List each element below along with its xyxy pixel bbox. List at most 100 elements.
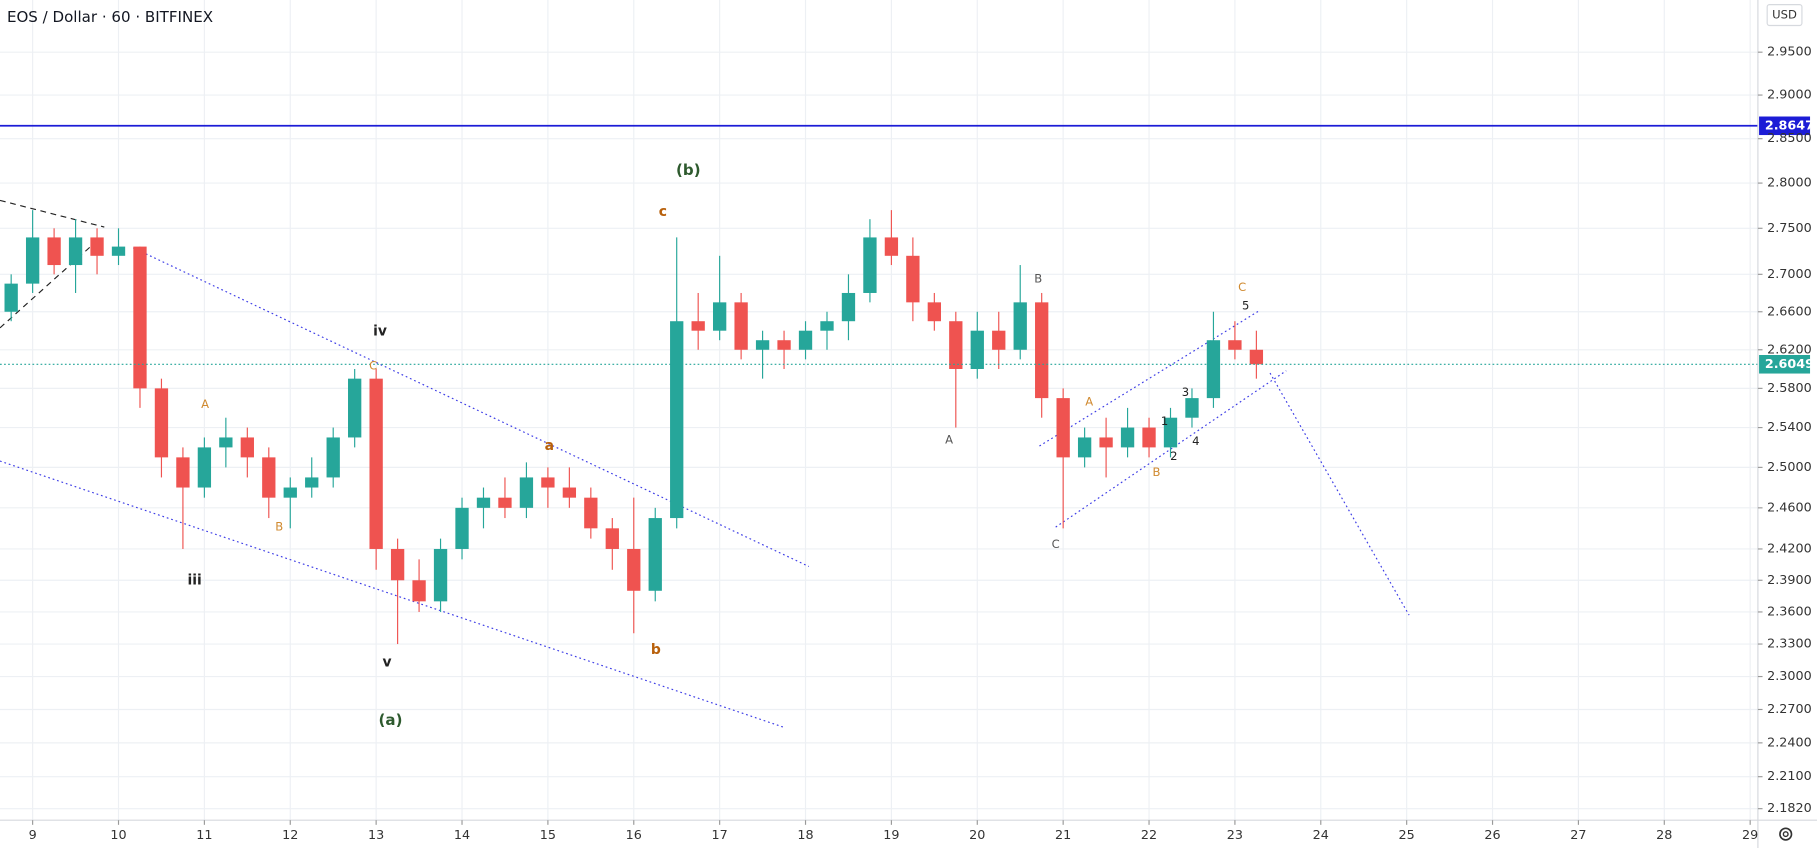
candle-body [562, 487, 577, 498]
x-tick-label: 13 [368, 828, 384, 843]
wave-label: c [659, 204, 667, 220]
candle-body [863, 237, 877, 293]
price-label: 2.8647 [1765, 118, 1814, 133]
wave-label: b [651, 642, 661, 658]
x-tick-label: 28 [1656, 828, 1672, 843]
trend-line [0, 199, 105, 228]
wave-label: 2 [1170, 449, 1177, 463]
price-label-box [1759, 116, 1811, 136]
candle-body [305, 477, 319, 488]
wave-label: C [369, 359, 377, 373]
y-tick-label: 2.7500 [1767, 221, 1812, 236]
candle-body [1163, 417, 1178, 448]
candle-body [1185, 398, 1199, 418]
y-tick-label: 2.3600 [1767, 604, 1812, 619]
y-tick-label: 2.3900 [1767, 573, 1812, 588]
candle-body [219, 437, 233, 448]
candle-body [133, 246, 147, 389]
candle-body [970, 330, 984, 369]
x-tick-label: 19 [883, 828, 899, 843]
candle-body [283, 487, 297, 498]
x-tick-label: 12 [282, 828, 298, 843]
grid [0, 0, 1758, 821]
x-tick-label: 24 [1313, 828, 1329, 843]
y-tick-label: 2.1820 [1767, 801, 1812, 816]
wave-label: v [383, 655, 392, 671]
y-tick-label: 2.8500 [1767, 131, 1812, 146]
settings-icon[interactable] [1779, 827, 1793, 841]
x-tick-label: 15 [540, 828, 556, 843]
y-tick-label: 2.5000 [1767, 460, 1812, 475]
x-tick-label: 17 [712, 828, 728, 843]
candle-body [841, 292, 856, 322]
candle-body [1142, 427, 1156, 448]
wave-label: 5 [1242, 298, 1249, 312]
x-tick-label: 10 [110, 828, 126, 843]
candle-body [369, 378, 383, 549]
x-tick-label: 26 [1484, 828, 1500, 843]
x-tick-label: 23 [1227, 828, 1243, 843]
y-tick-label: 2.7000 [1767, 267, 1812, 282]
y-tick-label: 2.9000 [1767, 88, 1812, 103]
candle-body [68, 237, 83, 266]
x-tick-label: 20 [969, 828, 985, 843]
candle-body [25, 237, 40, 284]
gear-hub [1782, 831, 1789, 838]
candle-body [820, 321, 834, 331]
y-tick-label: 2.3000 [1767, 669, 1812, 684]
candle-body [605, 528, 619, 549]
candle-body [176, 457, 190, 488]
candle-body [197, 447, 212, 488]
candle-body [1077, 437, 1092, 458]
wave-label: (a) [379, 711, 403, 729]
y-tick-label: 2.5800 [1767, 381, 1812, 396]
candle-body [455, 507, 469, 549]
candles [4, 210, 1264, 645]
candle-body [648, 518, 662, 591]
wave-label: 3 [1182, 385, 1189, 399]
wave-label: B [1153, 465, 1161, 479]
candle-body [498, 497, 512, 508]
candle-body [798, 330, 813, 350]
wave-label: A [201, 397, 209, 411]
price-label: 2.6049 [1765, 357, 1814, 372]
price-lines: 2.8647 2.6049 [0, 116, 1814, 374]
wave-label: B [275, 520, 283, 534]
candle-body [1013, 302, 1027, 350]
candle-body [1249, 349, 1264, 365]
wave-label: iv [373, 323, 387, 339]
candle-body [519, 477, 534, 508]
y-tick-label: 2.3300 [1767, 637, 1812, 652]
x-tick-label: 27 [1570, 828, 1586, 843]
chart-title: EOS / Dollar · 60 · BITFINEX [7, 8, 213, 26]
trend-line [1039, 309, 1260, 447]
candle-body [1120, 427, 1135, 448]
candle-body [47, 237, 61, 266]
wave-label: (b) [676, 161, 701, 179]
candle-body [670, 321, 684, 519]
candle-body [884, 237, 899, 256]
candle-body [1228, 340, 1242, 350]
x-tick-label: 29 [1742, 828, 1758, 843]
x-tick-label: 14 [454, 828, 470, 843]
x-tick-label: 16 [626, 828, 642, 843]
wave-label: 4 [1192, 434, 1199, 448]
candle-body [777, 340, 791, 350]
candle-body [4, 283, 18, 312]
x-tick-label: 9 [29, 828, 37, 843]
wave-label: C [1052, 537, 1060, 551]
candle-body [262, 457, 276, 498]
candle-body [627, 548, 641, 591]
x-tick-label: 18 [797, 828, 813, 843]
candle-body [240, 437, 254, 458]
candle-body [906, 255, 920, 303]
candle-body [412, 580, 426, 602]
wave-label: iii [188, 572, 202, 588]
wave-label: 1 [1161, 414, 1168, 428]
y-tick-label: 2.6600 [1767, 304, 1812, 319]
currency-box[interactable] [1766, 4, 1803, 27]
y-tick-label: 2.9500 [1767, 45, 1812, 60]
wave-label: A [945, 433, 953, 447]
